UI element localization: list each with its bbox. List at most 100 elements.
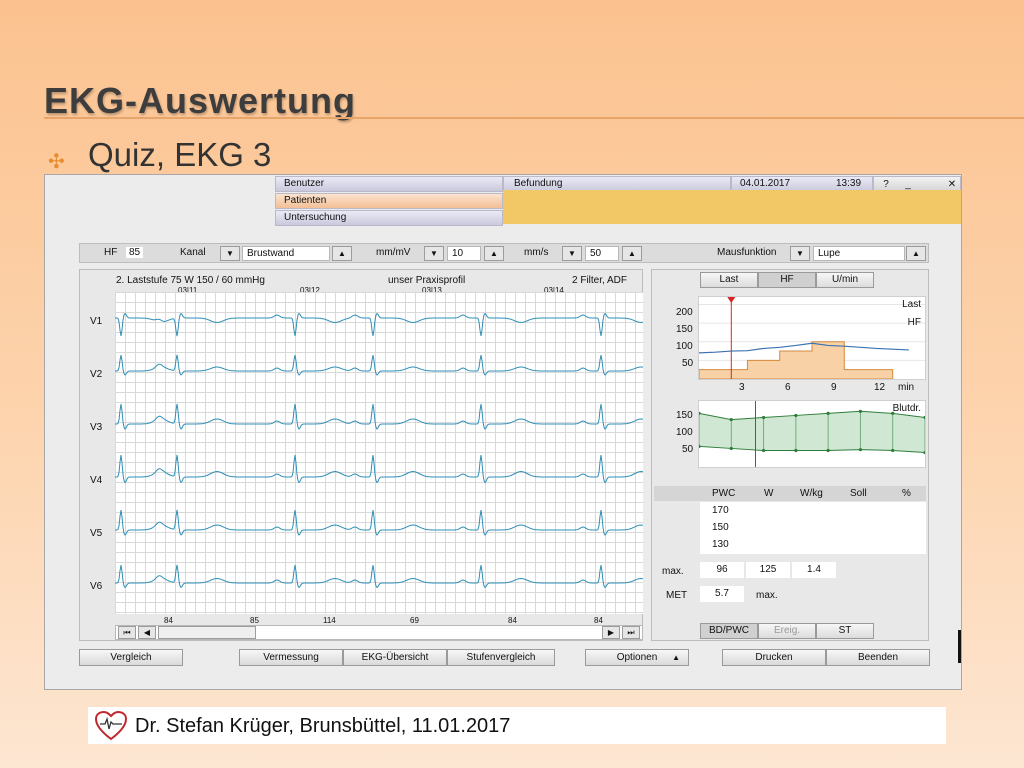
date-text: 04.01.2017	[740, 178, 791, 189]
ecg-trace-v2	[115, 354, 644, 376]
legend-last: Last	[902, 299, 921, 310]
tab-bd-pwc[interactable]: BD/PWC	[700, 623, 758, 639]
blood-pressure-plot[interactable]: Blutdr.	[697, 400, 927, 468]
diastolic-point	[858, 448, 863, 452]
diastolic-point	[697, 444, 701, 448]
stage-info: 2. Laststufe 75 W 150 / 60 mmHg	[116, 275, 265, 286]
pwc-row: 150	[712, 522, 729, 533]
blood-pressure-chart	[697, 401, 927, 467]
menu-patienten[interactable]: Patienten	[275, 193, 503, 209]
optionen-label: Optionen	[616, 652, 658, 663]
heart-logo-icon	[94, 710, 128, 741]
kanal-label: Kanal	[180, 247, 206, 258]
time-mark: 03|12	[300, 286, 320, 295]
maus-down-button[interactable]: ▼	[790, 246, 810, 261]
settings-toolbar: HF 85 Kanal ▼ Brustwand ▲ mm/mV ▼ 10 ▲ m…	[79, 243, 929, 263]
mms-up-button[interactable]: ▲	[622, 246, 642, 261]
scroll-next-button[interactable]: ▶	[602, 626, 620, 639]
minimize-button[interactable]: _	[905, 179, 911, 190]
scroll-thumb[interactable]	[158, 626, 256, 639]
systolic-point	[697, 411, 701, 415]
tab-umin[interactable]: U/min	[816, 272, 874, 288]
title-divider	[44, 117, 1024, 119]
maus-select[interactable]: Lupe	[813, 246, 905, 261]
met-value: 5.7	[700, 586, 744, 602]
mmmv-down-button[interactable]: ▼	[424, 246, 444, 261]
stufenvergleich-button[interactable]: Stufenvergleich	[447, 649, 555, 666]
trend-panel: Last HF U/min 200 150 100 50 Last HF 3 6…	[651, 269, 929, 641]
rr-heart-rate: 84	[594, 616, 603, 625]
tab-ereig[interactable]: Ereig.	[758, 623, 816, 639]
rr-heart-rate: 114	[323, 616, 336, 625]
x-tick: 6	[785, 382, 791, 393]
menu-untersuchung[interactable]: Untersuchung	[275, 210, 503, 226]
x-tick: 12	[874, 382, 886, 393]
diastolic-point	[729, 446, 733, 451]
tab-last[interactable]: Last	[700, 272, 758, 288]
col-pwc: PWC	[712, 488, 736, 499]
time-mark: 03|14	[544, 286, 564, 295]
systolic-point	[794, 413, 798, 418]
x-unit: min	[898, 382, 915, 393]
bp-area	[699, 411, 925, 453]
col-wkg: W/kg	[800, 488, 823, 499]
pwc-row: 170	[712, 505, 729, 516]
x-tick: 9	[831, 382, 837, 393]
tab-st[interactable]: ST	[816, 623, 874, 639]
rr-heart-rate: 69	[410, 616, 419, 625]
tab-hf[interactable]: HF	[758, 272, 816, 288]
time-mark: 03|13	[422, 286, 442, 295]
footer-text: Dr. Stefan Krüger, Brunsbüttel, 11.01.20…	[135, 715, 511, 737]
bullet-icon: ✣	[48, 151, 65, 173]
profile-name: unser Praxisprofil	[388, 275, 466, 286]
rr-heart-rate: 84	[508, 616, 517, 625]
menu-benutzer[interactable]: Benutzer	[275, 176, 503, 192]
ecg-scrollbar[interactable]: ⏮ ◀ ▶ ⏭	[115, 625, 643, 640]
optionen-button[interactable]: Optionen ▲	[585, 649, 689, 666]
scroll-first-button[interactable]: ⏮	[118, 626, 136, 639]
bp-y-tick: 150	[676, 410, 693, 421]
mms-field[interactable]: 50	[585, 246, 619, 261]
load-series	[698, 341, 894, 380]
col-soll: Soll	[850, 488, 867, 499]
lead-label-v1: V1	[90, 316, 103, 327]
mausfunktion-label: Mausfunktion	[717, 247, 777, 258]
close-button[interactable]: ✕	[947, 179, 957, 190]
mmmv-up-button[interactable]: ▲	[484, 246, 504, 261]
kanal-down-button[interactable]: ▼	[220, 246, 240, 261]
diastolic-point	[761, 448, 766, 453]
diastolic-point	[891, 448, 895, 453]
ecg-grid[interactable]	[115, 292, 644, 614]
max-w-value: 125	[746, 562, 790, 578]
ekg-uebersicht-button[interactable]: EKG-Übersicht	[343, 649, 447, 666]
load-hr-plot[interactable]: Last HF	[698, 296, 926, 380]
vermessung-button[interactable]: Vermessung	[239, 649, 343, 666]
systolic-point	[826, 411, 830, 415]
help-button[interactable]: ?	[883, 179, 889, 190]
beenden-button[interactable]: Beenden	[826, 649, 930, 666]
lead-label-v4: V4	[90, 475, 103, 486]
y-tick: 200	[676, 307, 693, 318]
kanal-up-button[interactable]: ▲	[332, 246, 352, 261]
filter-info: 2 Filter, ADF	[572, 275, 628, 286]
max-label: max.	[662, 566, 684, 577]
ecg-trace-v6	[115, 564, 644, 589]
met-label: MET	[666, 590, 688, 601]
lead-label-v5: V5	[90, 528, 103, 539]
diastolic-series	[698, 445, 926, 454]
time-text: 13:39	[836, 178, 862, 189]
lead-label-v6: V6	[90, 581, 103, 592]
maus-up-button[interactable]: ▲	[906, 246, 926, 261]
pwc-row: 130	[712, 539, 729, 550]
lead-label-v3: V3	[90, 422, 103, 433]
drucken-button[interactable]: Drucken	[722, 649, 826, 666]
kanal-select[interactable]: Brustwand	[242, 246, 330, 261]
mmmv-field[interactable]: 10	[447, 246, 481, 261]
pwc-table-header: PWC W W/kg Soll %	[654, 486, 926, 501]
scroll-last-button[interactable]: ⏭	[622, 626, 640, 639]
vergleich-button[interactable]: Vergleich	[79, 649, 183, 666]
mms-down-button[interactable]: ▼	[562, 246, 582, 261]
systolic-series	[698, 410, 926, 421]
footer-bar: Dr. Stefan Krüger, Brunsbüttel, 11.01.20…	[88, 707, 946, 744]
scroll-prev-button[interactable]: ◀	[138, 626, 156, 639]
